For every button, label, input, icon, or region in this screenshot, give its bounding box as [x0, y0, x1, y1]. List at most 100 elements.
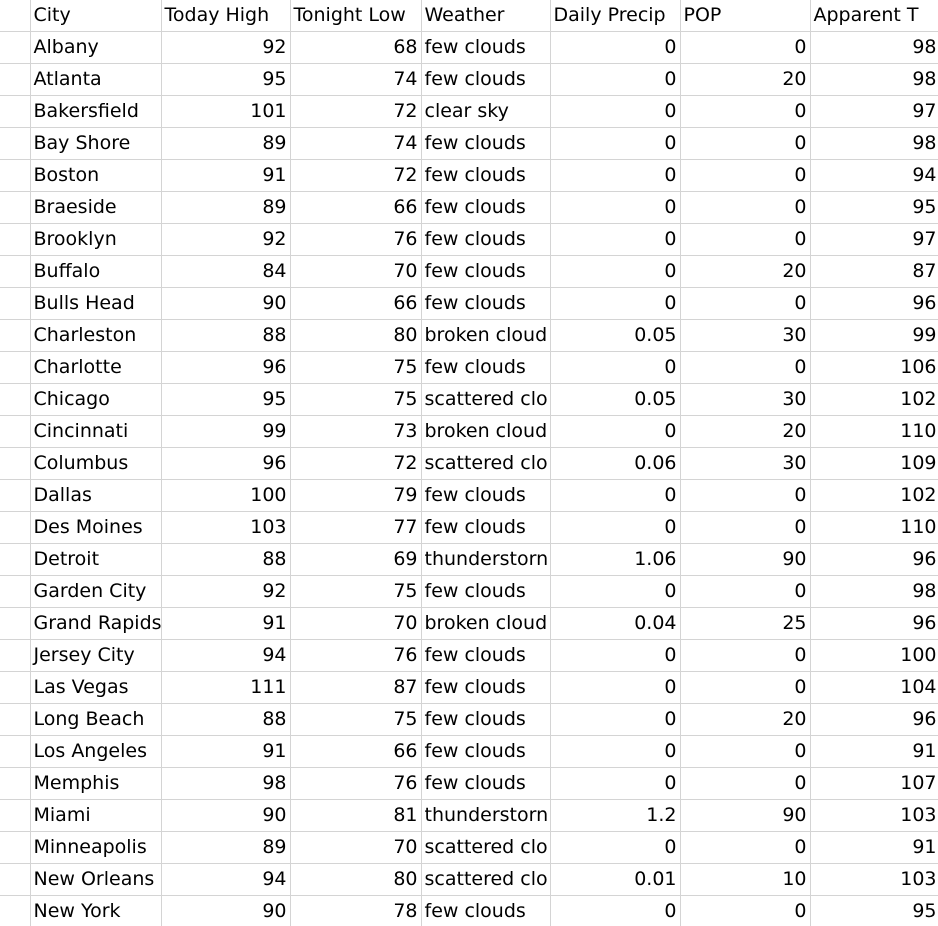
daily-precip-cell[interactable]: 0 [550, 159, 681, 192]
pop-cell[interactable]: 0 [680, 511, 811, 544]
weather-cell[interactable]: few clouds [421, 31, 551, 64]
row-gutter-cell[interactable] [0, 447, 31, 480]
column-header-cell[interactable]: Today High [161, 0, 291, 32]
weather-cell[interactable]: broken cloud [421, 415, 551, 448]
weather-cell[interactable]: few clouds [421, 351, 551, 384]
city-cell[interactable]: Memphis [30, 767, 162, 800]
city-cell[interactable]: Detroit [30, 543, 162, 576]
row-gutter-cell[interactable] [0, 543, 31, 576]
apparent-temp-cell[interactable]: 95 [810, 895, 938, 926]
weather-cell[interactable]: few clouds [421, 159, 551, 192]
city-cell[interactable]: Boston [30, 159, 162, 192]
city-cell[interactable]: Cincinnati [30, 415, 162, 448]
row-gutter-cell[interactable] [0, 95, 31, 128]
city-cell[interactable]: Atlanta [30, 63, 162, 96]
today-high-cell[interactable]: 90 [161, 287, 291, 320]
today-high-cell[interactable]: 95 [161, 383, 291, 416]
city-cell[interactable]: Buffalo [30, 255, 162, 288]
today-high-cell[interactable]: 88 [161, 543, 291, 576]
weather-cell[interactable]: few clouds [421, 671, 551, 704]
daily-precip-cell[interactable]: 0 [550, 511, 681, 544]
daily-precip-cell[interactable]: 0 [550, 735, 681, 768]
today-high-cell[interactable]: 90 [161, 799, 291, 832]
weather-cell[interactable]: few clouds [421, 575, 551, 608]
today-high-cell[interactable]: 84 [161, 255, 291, 288]
apparent-temp-cell[interactable]: 95 [810, 191, 938, 224]
daily-precip-cell[interactable]: 0.04 [550, 607, 681, 640]
tonight-low-cell[interactable]: 73 [290, 415, 422, 448]
pop-cell[interactable]: 0 [680, 479, 811, 512]
today-high-cell[interactable]: 101 [161, 95, 291, 128]
today-high-cell[interactable]: 90 [161, 895, 291, 926]
pop-cell[interactable]: 0 [680, 95, 811, 128]
weather-cell[interactable]: thunderstorn [421, 543, 551, 576]
column-header-cell[interactable]: Apparent T [810, 0, 938, 32]
row-gutter-cell[interactable] [0, 287, 31, 320]
pop-cell[interactable]: 25 [680, 607, 811, 640]
pop-cell[interactable]: 20 [680, 255, 811, 288]
tonight-low-cell[interactable]: 66 [290, 735, 422, 768]
apparent-temp-cell[interactable]: 97 [810, 223, 938, 256]
today-high-cell[interactable]: 94 [161, 863, 291, 896]
row-gutter-cell[interactable] [0, 831, 31, 864]
city-cell[interactable]: Las Vegas [30, 671, 162, 704]
apparent-temp-cell[interactable]: 96 [810, 607, 938, 640]
daily-precip-cell[interactable]: 0 [550, 287, 681, 320]
pop-cell[interactable]: 0 [680, 351, 811, 384]
tonight-low-cell[interactable]: 77 [290, 511, 422, 544]
tonight-low-cell[interactable]: 72 [290, 447, 422, 480]
daily-precip-cell[interactable]: 0 [550, 479, 681, 512]
row-gutter-cell[interactable] [0, 895, 31, 926]
today-high-cell[interactable]: 92 [161, 223, 291, 256]
pop-cell[interactable]: 0 [680, 639, 811, 672]
today-high-cell[interactable]: 95 [161, 63, 291, 96]
city-cell[interactable]: Minneapolis [30, 831, 162, 864]
city-cell[interactable]: Braeside [30, 191, 162, 224]
today-high-cell[interactable]: 91 [161, 735, 291, 768]
city-cell[interactable]: Los Angeles [30, 735, 162, 768]
apparent-temp-cell[interactable]: 97 [810, 95, 938, 128]
weather-cell[interactable]: few clouds [421, 255, 551, 288]
apparent-temp-cell[interactable]: 99 [810, 319, 938, 352]
today-high-cell[interactable]: 89 [161, 127, 291, 160]
pop-cell[interactable]: 0 [680, 287, 811, 320]
daily-precip-cell[interactable]: 0 [550, 415, 681, 448]
daily-precip-cell[interactable]: 0.05 [550, 319, 681, 352]
city-cell[interactable]: Jersey City [30, 639, 162, 672]
daily-precip-cell[interactable]: 0.01 [550, 863, 681, 896]
weather-cell[interactable]: few clouds [421, 127, 551, 160]
pop-cell[interactable]: 0 [680, 223, 811, 256]
today-high-cell[interactable]: 91 [161, 159, 291, 192]
pop-cell[interactable]: 90 [680, 799, 811, 832]
weather-cell[interactable]: few clouds [421, 479, 551, 512]
pop-cell[interactable]: 0 [680, 895, 811, 926]
tonight-low-cell[interactable]: 76 [290, 639, 422, 672]
column-header-cell[interactable]: Daily Precip [550, 0, 681, 32]
row-gutter-cell[interactable] [0, 159, 31, 192]
apparent-temp-cell[interactable]: 107 [810, 767, 938, 800]
daily-precip-cell[interactable]: 0.05 [550, 383, 681, 416]
apparent-temp-cell[interactable]: 110 [810, 415, 938, 448]
apparent-temp-cell[interactable]: 96 [810, 703, 938, 736]
city-cell[interactable]: Bay Shore [30, 127, 162, 160]
daily-precip-cell[interactable]: 1.06 [550, 543, 681, 576]
column-header-cell[interactable]: Tonight Low [290, 0, 422, 32]
apparent-temp-cell[interactable]: 96 [810, 543, 938, 576]
row-gutter-cell[interactable] [0, 223, 31, 256]
city-cell[interactable]: Des Moines [30, 511, 162, 544]
city-cell[interactable]: Bakersfield [30, 95, 162, 128]
weather-cell[interactable]: few clouds [421, 703, 551, 736]
apparent-temp-cell[interactable]: 104 [810, 671, 938, 704]
apparent-temp-cell[interactable]: 98 [810, 575, 938, 608]
apparent-temp-cell[interactable]: 106 [810, 351, 938, 384]
tonight-low-cell[interactable]: 75 [290, 703, 422, 736]
tonight-low-cell[interactable]: 75 [290, 351, 422, 384]
weather-cell[interactable]: few clouds [421, 223, 551, 256]
tonight-low-cell[interactable]: 80 [290, 319, 422, 352]
column-header-cell[interactable]: POP [680, 0, 811, 32]
city-cell[interactable]: New York [30, 895, 162, 926]
pop-cell[interactable]: 20 [680, 703, 811, 736]
daily-precip-cell[interactable]: 0 [550, 127, 681, 160]
apparent-temp-cell[interactable]: 98 [810, 63, 938, 96]
apparent-temp-cell[interactable]: 91 [810, 831, 938, 864]
